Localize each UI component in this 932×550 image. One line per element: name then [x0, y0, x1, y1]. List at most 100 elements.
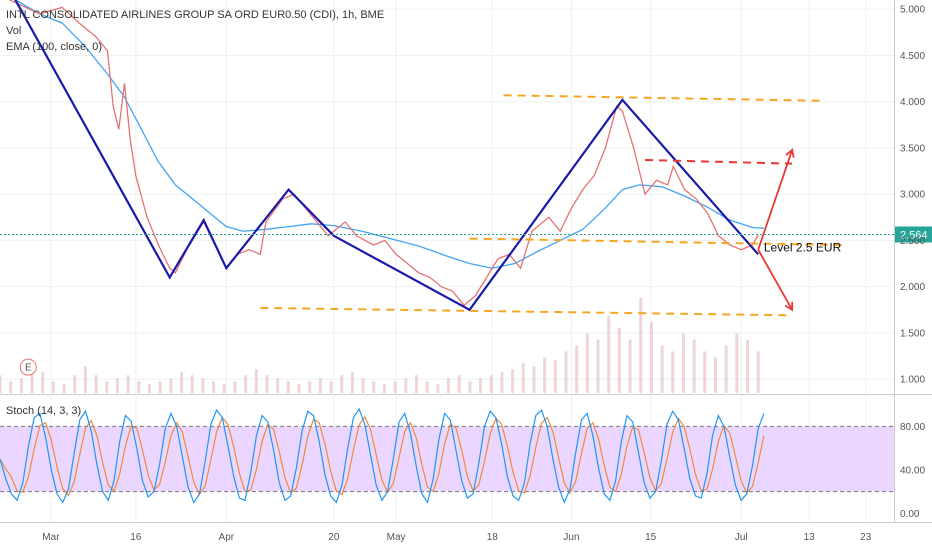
volume-bar	[318, 378, 322, 393]
stoch-y-tick-label: 0.00	[900, 509, 920, 520]
volume-bar	[158, 381, 162, 393]
volume-bar	[115, 378, 119, 393]
volume-bar	[244, 375, 248, 393]
volume-bar	[628, 339, 632, 393]
volume-bar	[254, 369, 258, 393]
volume-bar	[692, 339, 696, 393]
event-marker-icon	[19, 358, 37, 376]
volume-bar	[41, 372, 45, 393]
price-line	[8, 0, 759, 307]
volume-bar	[489, 375, 493, 393]
level-line-0	[503, 94, 821, 102]
volume-bar	[414, 375, 418, 393]
volume-bar	[457, 375, 461, 393]
x-tick-label: 15	[645, 532, 657, 543]
legend-volume: Vol	[6, 25, 22, 37]
stoch-y-tick-label: 40.00	[900, 465, 925, 476]
volume-bar	[30, 369, 34, 393]
volume-bar	[126, 375, 130, 393]
volume-bar	[201, 378, 205, 393]
projection-arrow-down	[757, 249, 794, 312]
stoch-legend: Stoch (14, 3, 3)	[6, 403, 81, 419]
volume-bar	[713, 357, 717, 393]
volume-bar	[543, 357, 547, 393]
x-tick-label: Apr	[219, 532, 235, 543]
stoch-title: Stoch (14, 3, 3)	[6, 405, 82, 417]
volume-bar	[297, 384, 301, 393]
volume-bar	[286, 381, 290, 393]
volume-bar	[94, 375, 98, 393]
volume-bar	[735, 333, 739, 393]
volume-bar	[382, 384, 386, 393]
volume-bar	[617, 327, 621, 393]
volume-bar	[276, 378, 280, 393]
y-tick-label: 4.000	[900, 97, 925, 108]
volume-bar	[105, 381, 109, 393]
event-marker-label: E	[25, 363, 32, 374]
volume-bar	[148, 384, 152, 393]
volume-bar	[0, 375, 2, 393]
x-tick-label: 18	[487, 532, 499, 543]
volume-bar	[425, 381, 429, 393]
x-tick-label: Mar	[42, 532, 60, 543]
chart-title: INTL CONSOLIDATED AIRLINES GROUP SA ORD …	[6, 9, 385, 21]
x-tick-label: 23	[860, 532, 872, 543]
volume-bar	[564, 351, 568, 393]
y-tick-label: 3.000	[900, 190, 925, 201]
volume-bar	[511, 369, 515, 393]
volume-bar	[308, 381, 312, 393]
volume-bar	[671, 351, 675, 393]
volume-bar	[681, 333, 685, 393]
y-tick-label: 4.500	[900, 51, 925, 62]
x-tick-label: Jun	[563, 532, 579, 543]
zigzag-line	[14, 0, 760, 312]
volume-bar	[212, 381, 216, 393]
projection-arrow-up	[757, 148, 795, 250]
volume-bar	[19, 378, 23, 393]
volume-bar	[73, 375, 77, 393]
volume-bar	[265, 375, 269, 393]
stoch-d-line	[0, 415, 765, 497]
volume-bar	[479, 378, 483, 393]
volume-bar	[585, 333, 589, 393]
volume-bar	[83, 366, 87, 393]
volume-bar	[169, 378, 173, 393]
level-line-3	[645, 158, 793, 165]
volume-bar	[660, 345, 664, 393]
stoch-y-tick-label: 80.00	[900, 422, 925, 433]
x-tick-label: Jul	[735, 532, 748, 543]
volume-bar	[350, 372, 354, 393]
last-price-label: 2.564	[900, 230, 928, 242]
volume-bar	[575, 345, 579, 393]
volume-bar	[361, 378, 365, 393]
volume-bar	[9, 381, 13, 393]
y-tick-label: 2.000	[900, 282, 925, 293]
last-price-badge	[895, 226, 932, 243]
x-tick-label: May	[387, 532, 406, 543]
volume-bar	[137, 381, 141, 393]
legend-ema: EMA (100, close, 0)	[6, 41, 102, 53]
volume-bar	[404, 378, 408, 393]
volume-bar	[393, 381, 397, 393]
volume-bar	[756, 351, 760, 393]
main-legend: INTL CONSOLIDATED AIRLINES GROUP SA ORD …	[6, 7, 384, 55]
volume-bar	[468, 381, 472, 393]
volume-bar	[703, 351, 707, 393]
volume-bar	[436, 384, 440, 393]
volume-bar	[329, 381, 333, 393]
y-tick-label: 2.500	[900, 236, 925, 247]
annotation-text: Level 2.5 EUR	[764, 241, 842, 255]
volume-bar	[447, 378, 451, 393]
level-line-1	[469, 237, 844, 247]
volume-bar	[649, 321, 653, 393]
volume-bar	[532, 366, 536, 393]
volume-bar	[607, 315, 611, 393]
volume-bar	[51, 381, 55, 393]
volume-bar	[340, 375, 344, 393]
volume-bar	[521, 363, 525, 393]
x-tick-label: 16	[130, 532, 142, 543]
y-tick-label: 1.500	[900, 328, 925, 339]
volume-bar	[746, 339, 750, 393]
